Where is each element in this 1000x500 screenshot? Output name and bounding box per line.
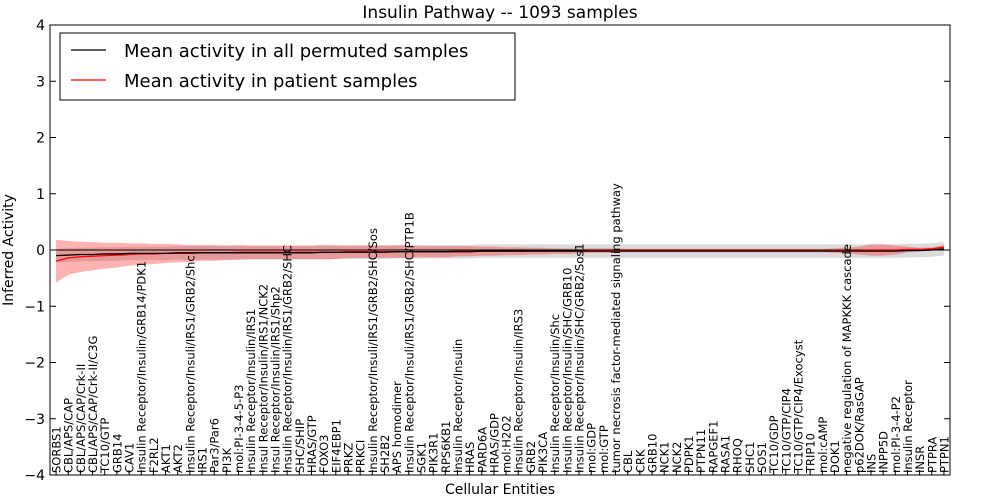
- x-tick-label: TC10/GTP/CIP4/Exocyst: [791, 339, 805, 474]
- x-tick-label: Par3/Par6: [208, 418, 222, 473]
- x-tick-label: p62DOK/RasGAP: [852, 377, 866, 473]
- x-tick-label: NCK1: [658, 442, 672, 474]
- y-tick-label: 0: [36, 243, 45, 259]
- x-tick-label: PRKCI: [354, 440, 368, 473]
- x-tick-label: SHC/SHIP: [293, 419, 307, 473]
- y-tick-label: −4: [24, 468, 45, 484]
- y-tick-label: −1: [24, 299, 45, 315]
- x-tick-label: SORBS1: [50, 426, 64, 473]
- x-tick-label: HRAS/GDP: [487, 413, 501, 473]
- x-tick-label: SOS1: [755, 442, 769, 473]
- x-tick-label: Insulin Receptor/Insulin/SHC/GRB10: [560, 268, 574, 473]
- x-tick-label: mol:GTP: [597, 425, 611, 473]
- x-tick-label: Insulin Receptor: [901, 380, 915, 473]
- series-lines: [55, 246, 945, 262]
- x-tick-label: F2RL2: [147, 437, 161, 473]
- x-tick-label: PTPRA: [925, 437, 939, 473]
- x-tick-label: RASA1: [719, 435, 733, 473]
- line-permuted-samples: [56, 248, 944, 257]
- x-tick-label: Insulin Receptor/Insuli/IRS1/GRB2/Shc: [183, 255, 197, 473]
- y-tick-label: −2: [24, 356, 45, 372]
- x-tick-label: CRK: [633, 449, 647, 473]
- x-tick-label: mol:GDP: [585, 423, 599, 473]
- legend-label-patient: Mean activity in patient samples: [124, 71, 418, 92]
- x-tick-label: Insul Receptor/Insulin/IRS1/NCK2: [256, 284, 270, 473]
- x-tick-label: Insulin Receptor/Insuli/IRS1/GRB2/SHC/PT…: [402, 212, 416, 473]
- band-permuted-samples: [56, 242, 944, 263]
- x-tick-label: Insulin Receptor/Insulin/IRS1/GRB2/SHC: [281, 245, 295, 473]
- y-tick-label: 2: [36, 131, 45, 147]
- x-tick-label: RPS6KB1: [439, 421, 453, 473]
- x-tick-label: Insulin Receptor/Insulin/Shc: [548, 314, 562, 473]
- x-tick-label: SHC1: [743, 442, 757, 473]
- x-tick-label: PDPK1: [682, 435, 696, 473]
- x-tick-label: PTPN11: [694, 429, 708, 473]
- x-tick-label: PARD6A: [475, 427, 489, 473]
- x-tick-label: TC10/GTP/CIP4: [779, 388, 793, 474]
- x-tick-label: SH2B2: [378, 435, 392, 473]
- x-tick-label: IRS1: [196, 447, 210, 473]
- x-tick-label: INSR: [913, 446, 927, 473]
- x-tick-label: mol:PI-3-4-P2: [889, 396, 903, 473]
- x-tick-label: Insulin Receptor/Insuli/IRS1/GRB2/SHC/So…: [366, 228, 380, 473]
- plot-frame: [49, 24, 951, 476]
- x-tick-label: Insul Receptor/Insulin/IRS1/Shp2: [269, 286, 283, 473]
- x-tick-label: PI3K: [220, 447, 234, 473]
- x-tick-label: Insulin Receptor/Insulin/GRB14/PDK1: [135, 261, 149, 473]
- x-tick-label: Insulin Receptor/Insulin/IRS3: [512, 309, 526, 473]
- x-tick-label: Insulin Receptor/Insulin/SHC/GRB2/Sos1: [573, 243, 587, 473]
- x-tick-label: tumor necrosis factor-mediated signaling…: [609, 183, 623, 473]
- x-tick-label: Insulin Receptor/Insulin: [451, 339, 465, 473]
- x-tick-label: mol:PI-3-4-5-P3: [232, 385, 246, 473]
- y-tick-label: −3: [24, 412, 45, 428]
- x-tick-label: EIF4EBP1: [329, 419, 343, 473]
- x-tick-label: CBL: [621, 450, 635, 473]
- x-tick-label: mol:cAMP: [816, 417, 830, 473]
- x-tick-label: INPP5D: [877, 431, 891, 473]
- chart-title: Insulin Pathway -- 1093 samples: [362, 3, 637, 23]
- x-tick-labels: SORBS1CBL/APS/CAPCBL/APS/CAP/Crk-IICBL/A…: [50, 183, 951, 475]
- x-tick-label: DOK1: [828, 440, 842, 473]
- x-tick-label: GRB2: [524, 441, 538, 473]
- x-tick-label: GRB14: [110, 434, 124, 473]
- x-tick-label: HRAS: [463, 442, 477, 473]
- x-tick-label: CAV1: [123, 443, 137, 473]
- y-tick-label: 1: [36, 187, 45, 203]
- y-tick-label: 3: [36, 74, 45, 90]
- legend: Mean activity in all permuted samples Me…: [59, 32, 516, 101]
- legend-box: [59, 32, 516, 101]
- x-tick-label: negative regulation of MAPKKK cascade: [840, 244, 854, 473]
- x-tick-label: CBL/APS/CAP/Crk-II/C3G: [86, 336, 100, 473]
- x-tick-label: INS: [864, 454, 878, 473]
- x-tick-label: PRKZ: [341, 443, 355, 473]
- x-tick-label: NCK2: [670, 442, 684, 474]
- x-tick-label: FOXO3: [317, 435, 331, 473]
- x-tick-label: SGK1: [414, 442, 428, 473]
- x-tick-label: HRAS/GTP: [305, 415, 319, 473]
- x-tick-label: TRIP10: [804, 433, 818, 474]
- y-axis-label: Inferred Activity: [1, 194, 17, 306]
- x-axis-label: Cellular Entities: [445, 482, 555, 498]
- x-tick-label: PIK3CA: [536, 432, 550, 473]
- x-tick-label: TC10/GDP: [767, 415, 781, 474]
- x-tick-label: APS homodimer: [390, 381, 404, 473]
- x-tick-label: RAPGEF1: [706, 421, 720, 473]
- x-tick-label: AKT2: [171, 444, 185, 473]
- x-tick-label: PTPN1: [937, 436, 951, 473]
- x-tick-label: PIK3R1: [427, 433, 441, 474]
- x-tick-label: RHOQ: [731, 438, 745, 473]
- legend-label-permuted: Mean activity in all permuted samples: [124, 41, 468, 62]
- x-tick-label: Insulin Receptor/Insulin/IRS1: [244, 309, 258, 473]
- y-tick-label: 4: [36, 18, 45, 34]
- x-tick-label: GRB10: [646, 434, 660, 473]
- x-tick-label: TC10/GTP: [98, 418, 112, 474]
- x-tick-label: mol:H2O2: [500, 415, 514, 473]
- x-tick-label: AKT1: [159, 444, 173, 473]
- x-tick-label: CBL/APS/CAP/Crk-II: [74, 364, 88, 473]
- x-tick-label: CBL/APS/CAP: [62, 398, 76, 473]
